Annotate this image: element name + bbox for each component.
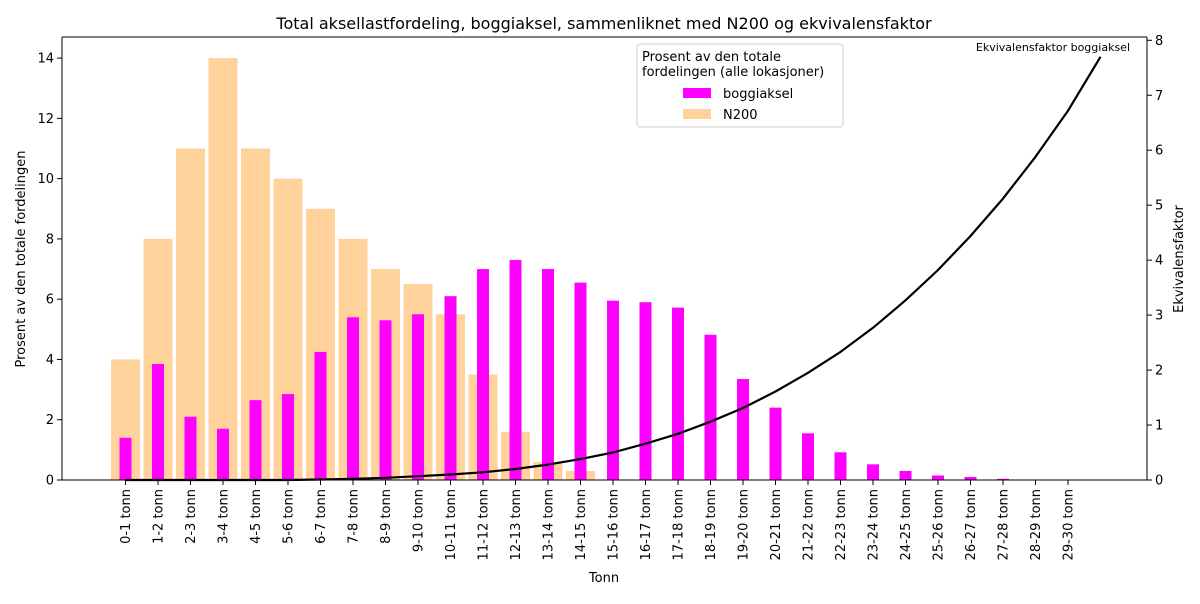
curve-label: Ekvivalensfaktor boggiaksel <box>976 41 1130 54</box>
x-tick-label: 22-23 tonn <box>834 489 849 560</box>
y2-tick-label: 6 <box>1155 144 1163 159</box>
x-tick-label: 8-9 tonn <box>379 489 394 544</box>
x-tick-label: 16-17 tonn <box>639 489 654 560</box>
boggiaksel-bar <box>412 314 424 480</box>
boggiaksel-bar <box>509 260 522 480</box>
x-tick-label: 3-4 tonn <box>217 489 232 544</box>
boggiaksel-bar <box>964 476 977 480</box>
x-tick-label: 23-24 tonn <box>867 489 882 560</box>
y-tick-label: 14 <box>37 52 54 67</box>
x-tick-label: 20-21 tonn <box>769 489 784 560</box>
x-tick-label: 17-18 tonn <box>672 489 687 560</box>
n200-bar <box>208 58 238 480</box>
x-tick-label: 1-2 tonn <box>152 489 167 544</box>
boggiaksel-bar <box>217 428 229 480</box>
boggiaksel-bar <box>249 400 262 480</box>
boggiaksel-bar <box>867 464 879 480</box>
boggiaksel-bar <box>834 452 847 480</box>
y2-tick-label: 1 <box>1155 419 1163 434</box>
x-tick-label: 5-6 tonn <box>282 489 297 544</box>
legend-box <box>636 43 844 128</box>
boggiaksel-bar <box>769 407 782 480</box>
boggiaksel-bar <box>444 296 457 480</box>
x-tick-label: 4-5 tonn <box>249 489 264 544</box>
x-tick-label: 27-28 tonn <box>997 489 1012 560</box>
x-tick-label: 29-30 tonn <box>1062 489 1077 560</box>
legend-swatch <box>683 109 711 119</box>
boggiaksel-bar <box>477 269 489 480</box>
x-tick-label: 2-3 tonn <box>184 489 199 544</box>
legend-swatch <box>683 88 711 98</box>
boggiaksel-bar <box>932 475 944 480</box>
y2-axis-label: Ekvivalensfaktor <box>1172 204 1187 312</box>
x-tick-label: 7-8 tonn <box>347 489 362 544</box>
x-tick-label: 24-25 tonn <box>899 489 914 560</box>
y-tick-label: 6 <box>46 293 54 308</box>
y-tick-label: 10 <box>37 172 54 187</box>
boggiaksel-bar <box>607 300 619 480</box>
boggiaksel-bar <box>997 478 1009 480</box>
boggiaksel-bar <box>347 317 359 480</box>
y2-tick-label: 8 <box>1155 34 1163 49</box>
y2-tick-label: 0 <box>1155 474 1163 489</box>
x-tick-label: 15-16 tonn <box>607 489 622 560</box>
boggiaksel-bars <box>119 260 1009 480</box>
legend-title: fordelingen (alle lokasjoner) <box>642 65 824 80</box>
boggiaksel-bar <box>119 437 132 480</box>
x-axis-label: Tonn <box>588 571 619 586</box>
legend-title: Prosent av den totale <box>642 50 781 65</box>
x-tick-label: 25-26 tonn <box>932 489 947 560</box>
x-tick-label: 12-13 tonn <box>509 489 524 560</box>
x-tick-label: 6-7 tonn <box>314 489 329 544</box>
legend-entry: boggiaksel <box>723 87 793 102</box>
x-tick-label: 19-20 tonn <box>737 489 752 560</box>
chart-title: Total aksellastfordeling, boggiaksel, sa… <box>275 14 932 33</box>
boggiaksel-bar <box>152 363 164 480</box>
y2-tick-label: 2 <box>1155 364 1163 379</box>
y-tick-label: 12 <box>37 112 54 127</box>
boggiaksel-bar <box>899 470 912 480</box>
boggiaksel-bar <box>802 433 814 480</box>
x-tick-label: 21-22 tonn <box>802 489 817 560</box>
boggiaksel-bar <box>574 282 587 480</box>
y-tick-label: 4 <box>46 353 54 368</box>
x-tick-label: 18-19 tonn <box>704 489 719 560</box>
x-tick-label: 9-10 tonn <box>412 489 427 552</box>
boggiaksel-bar <box>379 320 392 480</box>
x-tick-label: 10-11 tonn <box>444 489 459 560</box>
y2-tick-label: 7 <box>1155 89 1163 104</box>
boggiaksel-bar <box>737 379 749 480</box>
boggiaksel-bar <box>639 302 652 480</box>
y2-tick-label: 3 <box>1155 309 1163 324</box>
x-tick-label: 14-15 tonn <box>574 489 589 560</box>
y-tick-label: 0 <box>46 474 54 489</box>
x-tick-label: 11-12 tonn <box>477 489 492 560</box>
boggiaksel-bar <box>282 394 294 480</box>
x-tick-label: 26-27 tonn <box>964 489 979 560</box>
y-axis-label: Prosent av den totale fordelingen <box>14 151 29 368</box>
boggiaksel-bar <box>314 351 327 480</box>
y2-tick-label: 4 <box>1155 254 1163 269</box>
x-tick-label: 0-1 tonn <box>119 489 134 544</box>
x-tick-label: 28-29 tonn <box>1029 489 1044 560</box>
boggiaksel-bar <box>184 416 197 480</box>
x-tick-label: 13-14 tonn <box>542 489 557 560</box>
boggiaksel-bar <box>542 269 554 480</box>
boggiaksel-bar <box>672 307 684 480</box>
boggiaksel-bar <box>704 334 717 480</box>
legend-entry: N200 <box>723 108 758 123</box>
y-tick-label: 8 <box>46 232 54 247</box>
y2-tick-label: 5 <box>1155 199 1163 214</box>
y-tick-label: 2 <box>46 413 54 428</box>
